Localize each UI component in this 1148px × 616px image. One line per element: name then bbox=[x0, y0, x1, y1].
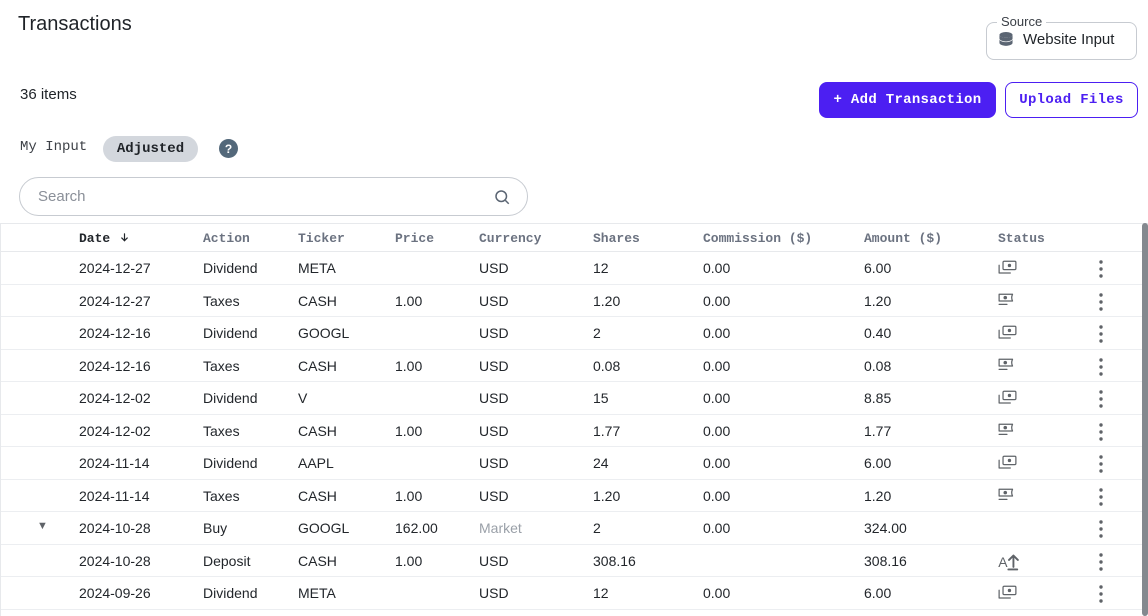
svg-text:A: A bbox=[998, 553, 1008, 569]
